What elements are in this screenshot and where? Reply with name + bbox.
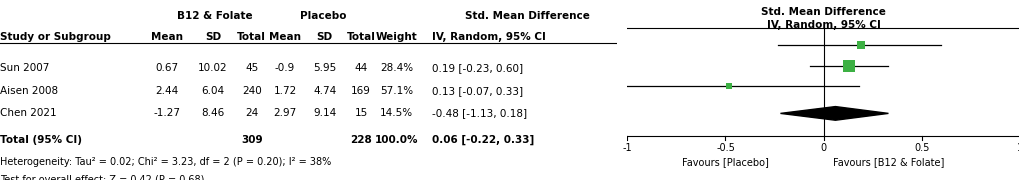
Text: 2.44: 2.44 [155, 86, 178, 96]
Text: SD: SD [205, 32, 221, 42]
Text: Test for overall effect: Z = 0.42 (P = 0.68): Test for overall effect: Z = 0.42 (P = 0… [0, 175, 204, 180]
Text: SD: SD [316, 32, 332, 42]
Text: 2.97: 2.97 [273, 108, 297, 118]
Text: Std. Mean Difference: Std. Mean Difference [760, 7, 886, 17]
Text: 9.14: 9.14 [313, 108, 336, 118]
Text: 44: 44 [354, 63, 367, 73]
Text: 0.06 [-0.22, 0.33]: 0.06 [-0.22, 0.33] [432, 135, 534, 145]
Point [720, 85, 737, 88]
Text: 24: 24 [245, 108, 258, 118]
Text: Heterogeneity: Tau² = 0.02; Chi² = 3.23, df = 2 (P = 0.20); I² = 38%: Heterogeneity: Tau² = 0.02; Chi² = 3.23,… [0, 157, 331, 167]
Text: Total: Total [237, 32, 266, 42]
Text: -1.27: -1.27 [153, 108, 180, 118]
Text: -0.48 [-1.13, 0.18]: -0.48 [-1.13, 0.18] [432, 108, 527, 118]
Text: Aisen 2008: Aisen 2008 [0, 86, 58, 96]
Text: 5.95: 5.95 [313, 63, 336, 73]
Text: -0.5: -0.5 [715, 143, 735, 153]
Text: 15: 15 [354, 108, 367, 118]
Text: 309: 309 [240, 135, 262, 145]
Text: Study or Subgroup: Study or Subgroup [0, 32, 111, 42]
Text: 45: 45 [245, 63, 258, 73]
Point [841, 64, 857, 67]
Text: 0: 0 [819, 143, 826, 153]
Text: -1: -1 [622, 143, 632, 153]
Text: IV, Random, 95% CI: IV, Random, 95% CI [432, 32, 545, 42]
Text: 6.04: 6.04 [201, 86, 224, 96]
Text: Favours [Placebo]: Favours [Placebo] [682, 157, 768, 167]
Text: B12 & Folate: B12 & Folate [176, 11, 253, 21]
Text: 0.5: 0.5 [913, 143, 928, 153]
Text: Std. Mean Difference: Std. Mean Difference [465, 11, 589, 21]
Text: Chen 2021: Chen 2021 [0, 108, 57, 118]
Text: Weight: Weight [376, 32, 417, 42]
Text: 100.0%: 100.0% [375, 135, 418, 145]
Text: 4.74: 4.74 [313, 86, 336, 96]
Text: -0.9: -0.9 [275, 63, 294, 73]
Text: 0.19 [-0.23, 0.60]: 0.19 [-0.23, 0.60] [432, 63, 523, 73]
Point [852, 44, 868, 46]
Text: 1.72: 1.72 [273, 86, 297, 96]
Text: Total (95% CI): Total (95% CI) [0, 135, 82, 145]
Text: 14.5%: 14.5% [380, 108, 413, 118]
Text: 57.1%: 57.1% [380, 86, 413, 96]
Text: Total: Total [346, 32, 375, 42]
Text: 228: 228 [350, 135, 372, 145]
Text: 10.02: 10.02 [198, 63, 227, 73]
Text: Favours [B12 & Folate]: Favours [B12 & Folate] [832, 157, 944, 167]
Text: Sun 2007: Sun 2007 [0, 63, 49, 73]
Text: Mean: Mean [151, 32, 182, 42]
Text: 0.13 [-0.07, 0.33]: 0.13 [-0.07, 0.33] [432, 86, 523, 96]
Text: 28.4%: 28.4% [380, 63, 413, 73]
Text: 240: 240 [242, 86, 262, 96]
Text: Mean: Mean [269, 32, 301, 42]
Text: Placebo: Placebo [300, 11, 346, 21]
Text: IV, Random, 95% CI: IV, Random, 95% CI [766, 20, 879, 30]
Text: 0.67: 0.67 [155, 63, 178, 73]
Text: 8.46: 8.46 [201, 108, 224, 118]
Polygon shape [780, 107, 888, 120]
Text: 1: 1 [1016, 143, 1019, 153]
Text: 169: 169 [351, 86, 371, 96]
